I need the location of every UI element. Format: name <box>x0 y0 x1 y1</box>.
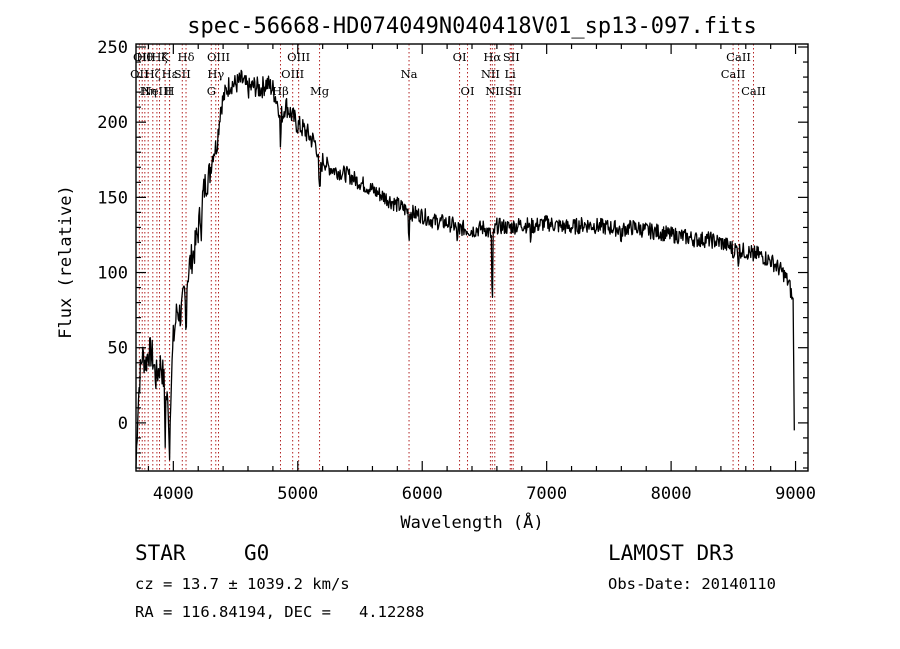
line-label: SII <box>503 50 520 64</box>
survey-name: LAMOST DR3 <box>608 541 735 565</box>
line-label: K <box>161 50 170 64</box>
ra-dec: RA = 116.84194, DEC = 4.12288 <box>135 603 425 621</box>
x-tick-label: 6000 <box>402 484 443 504</box>
line-label: OIII <box>281 67 304 81</box>
line-label: SII <box>174 67 191 81</box>
line-label: Mg <box>310 84 330 98</box>
line-label: OIII <box>207 50 230 64</box>
spectral-line-markers <box>138 44 754 471</box>
line-label: Hδ <box>178 50 195 64</box>
x-tick-label: 9000 <box>775 484 816 504</box>
line-label: Hα <box>483 50 501 64</box>
y-tick-label: 50 <box>108 339 128 359</box>
x-axis-label: Wavelength (Å) <box>400 511 543 533</box>
line-label: SII <box>505 84 522 98</box>
spectral-line-labels: OIIOIIHθHηHζNeIIIHζKHHεSIIHδGHγOIIIHβOII… <box>130 50 766 98</box>
line-label: Hβ <box>272 84 289 98</box>
x-tick-label: 8000 <box>651 484 692 504</box>
y-tick-label: 150 <box>97 188 128 208</box>
object-subclass: G0 <box>244 541 270 565</box>
line-label: CaII <box>741 84 766 98</box>
axis-ticks: 4000 5000 6000 7000 8000 9000 0 50 100 150 200 250 <box>97 38 816 504</box>
spectrum-line <box>135 69 795 469</box>
line-label: NeIII <box>142 84 173 98</box>
observation-date: Obs-Date: 20140110 <box>608 575 776 593</box>
line-label: Hζ <box>151 50 167 64</box>
line-label: Li <box>505 67 517 81</box>
line-label: NII <box>481 67 500 81</box>
y-tick-label: 0 <box>118 414 128 434</box>
x-tick-label: 5000 <box>277 484 318 504</box>
object-class: STAR <box>135 541 186 565</box>
y-tick-label: 250 <box>97 38 128 58</box>
line-label: G <box>207 84 216 98</box>
line-label: Hη <box>140 84 157 98</box>
line-label: OI <box>453 50 467 64</box>
line-label: OII <box>130 67 149 81</box>
x-tick-label: 7000 <box>526 484 567 504</box>
plot-frame <box>135 43 809 472</box>
chart-title: spec-56668-HD074049N040418V01_sp13-097.f… <box>187 14 757 39</box>
line-label: OII <box>133 50 152 64</box>
line-label: Hε <box>162 67 178 81</box>
line-label: Hθ <box>136 50 153 64</box>
line-label: H <box>164 84 174 98</box>
redshift-cz: cz = 13.7 ± 1039.2 km/s <box>135 575 350 593</box>
y-axis-label: Flux (relative) <box>56 185 76 339</box>
line-label: OI <box>461 84 475 98</box>
line-label: Hγ <box>207 67 224 81</box>
y-tick-label: 100 <box>97 264 128 284</box>
line-label: CaII <box>726 50 751 64</box>
line-label: NII <box>485 84 504 98</box>
line-label: OIII <box>287 50 310 64</box>
line-label: Hζ <box>145 67 161 81</box>
x-tick-label: 4000 <box>153 484 194 504</box>
line-label: CaII <box>721 67 746 81</box>
y-tick-label: 200 <box>97 113 128 133</box>
line-label: Na <box>401 67 418 81</box>
